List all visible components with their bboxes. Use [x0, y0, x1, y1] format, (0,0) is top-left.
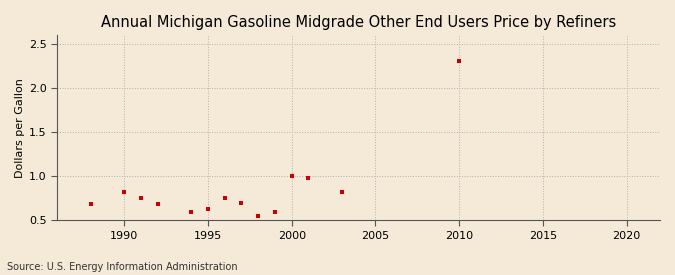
Point [86, 202, 97, 207]
Point [253, 214, 264, 218]
Title: Annual Michigan Gasoline Midgrade Other End Users Price by Refiners: Annual Michigan Gasoline Midgrade Other … [101, 15, 616, 30]
Point [136, 196, 146, 200]
Point [153, 202, 163, 207]
Point [303, 176, 314, 180]
Point [219, 196, 230, 200]
Point [454, 59, 464, 63]
Point [236, 200, 247, 205]
Point [337, 190, 348, 194]
Point [119, 190, 130, 194]
Point [269, 209, 280, 214]
Point [286, 174, 297, 178]
Point [186, 209, 196, 214]
Y-axis label: Dollars per Gallon: Dollars per Gallon [15, 78, 25, 178]
Text: Source: U.S. Energy Information Administration: Source: U.S. Energy Information Administ… [7, 262, 238, 272]
Point [202, 207, 213, 211]
